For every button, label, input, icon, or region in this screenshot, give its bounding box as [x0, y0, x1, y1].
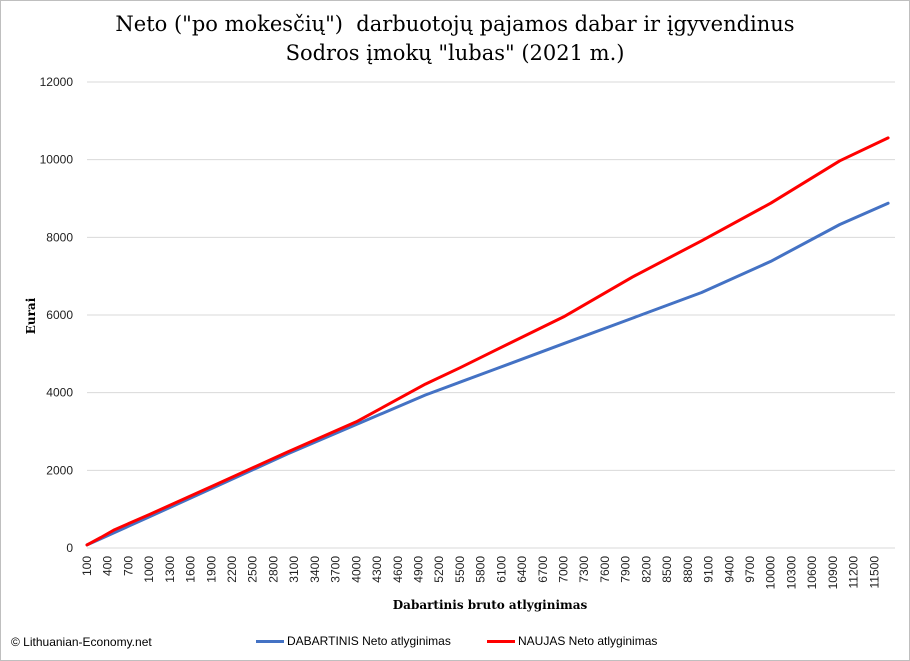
x-tick-label: 6400	[515, 556, 529, 583]
x-tick-label: 4300	[370, 556, 384, 583]
x-tick-label: 1600	[184, 556, 198, 583]
legend-label-dabartinis: DABARTINIS Neto atlyginimas	[287, 634, 451, 648]
y-tick-label: 4000	[46, 386, 73, 400]
legend-item-naujas: NAUJAS Neto atlyginimas	[487, 634, 657, 648]
gridlines	[87, 81, 895, 549]
y-tick-label: 12000	[40, 75, 74, 89]
chart-title-line-1: Neto ("po mokesčių") darbuotojų pajamos …	[115, 12, 795, 36]
legend-label-naujas: NAUJAS Neto atlyginimas	[518, 634, 658, 648]
x-tick-label: 4600	[391, 556, 405, 583]
x-tick-label: 8500	[660, 556, 674, 583]
x-tick-label: 10900	[826, 556, 840, 590]
y-tick-label: 6000	[46, 308, 73, 322]
x-tick-label: 10300	[784, 556, 798, 590]
x-tick-label: 400	[101, 556, 115, 576]
x-tick-label: 2800	[266, 556, 280, 583]
x-axis-label: Dabartinis bruto atlyginimas	[393, 598, 588, 612]
y-axis-label: Eurai	[24, 297, 38, 334]
x-tick-label: 9400	[722, 556, 736, 583]
x-tick-label: 1900	[204, 556, 218, 583]
x-tick-label: 1000	[142, 556, 156, 583]
x-tick-label: 2500	[246, 556, 260, 583]
x-tick-label: 3400	[308, 556, 322, 583]
x-tick-label: 11500	[867, 556, 881, 589]
chart-title-line-2: Sodros įmokų "lubas" (2021 m.)	[285, 41, 625, 65]
x-tick-label: 9700	[743, 556, 757, 583]
x-tick-label: 5200	[432, 556, 446, 583]
chart-title: Neto ("po mokesčių") darbuotojų pajamos …	[0, 10, 910, 68]
x-tick-label: 4000	[349, 556, 363, 583]
legend-item-dabartinis: DABARTINIS Neto atlyginimas	[256, 634, 451, 648]
y-tick-label: 0	[66, 541, 73, 555]
legend-swatch-naujas	[487, 639, 515, 643]
y-tick-label: 2000	[46, 463, 73, 477]
x-tick-label: 9100	[702, 556, 716, 583]
x-tick-label: 5800	[474, 556, 488, 583]
x-tick-label: 8200	[639, 556, 653, 583]
x-tick-label: 8800	[681, 556, 695, 583]
x-tick-label: 6100	[494, 556, 508, 583]
series-line-naujas	[85, 136, 890, 547]
legend-swatch-dabartinis	[256, 639, 284, 643]
x-tick-label: 3100	[287, 556, 301, 583]
x-tick-label: 10000	[764, 556, 778, 590]
x-tick-label: 1300	[163, 556, 177, 583]
series-lines	[85, 136, 890, 547]
x-tick-label: 10600	[805, 556, 819, 590]
y-tick-labels: 0 2000 4000 6000 8000 10000 12000	[40, 75, 74, 555]
x-tick-label: 7000	[557, 556, 571, 583]
x-tick-label: 5500	[453, 556, 467, 583]
x-tick-labels: 100 400 700 1000 1300 1600 1900 2200 2500 2800 310…	[80, 556, 881, 590]
x-tick-label: 2200	[225, 556, 239, 583]
credit-text: © Lithuanian-Economy.net	[11, 635, 152, 649]
x-tick-label: 7900	[619, 556, 633, 583]
y-tick-label: 8000	[46, 230, 73, 244]
x-tick-label: 700	[121, 556, 135, 576]
x-tick-label: 3700	[329, 556, 343, 583]
x-tick-label: 11200	[847, 556, 861, 589]
x-tick-label: 100	[80, 556, 94, 576]
series-line-dabartinis	[85, 201, 890, 547]
y-tick-label: 10000	[40, 153, 74, 167]
x-tick-label: 4900	[411, 556, 425, 583]
x-tick-label: 7600	[598, 556, 612, 583]
x-tick-label: 6700	[536, 556, 550, 583]
x-tick-label: 7300	[577, 556, 591, 583]
